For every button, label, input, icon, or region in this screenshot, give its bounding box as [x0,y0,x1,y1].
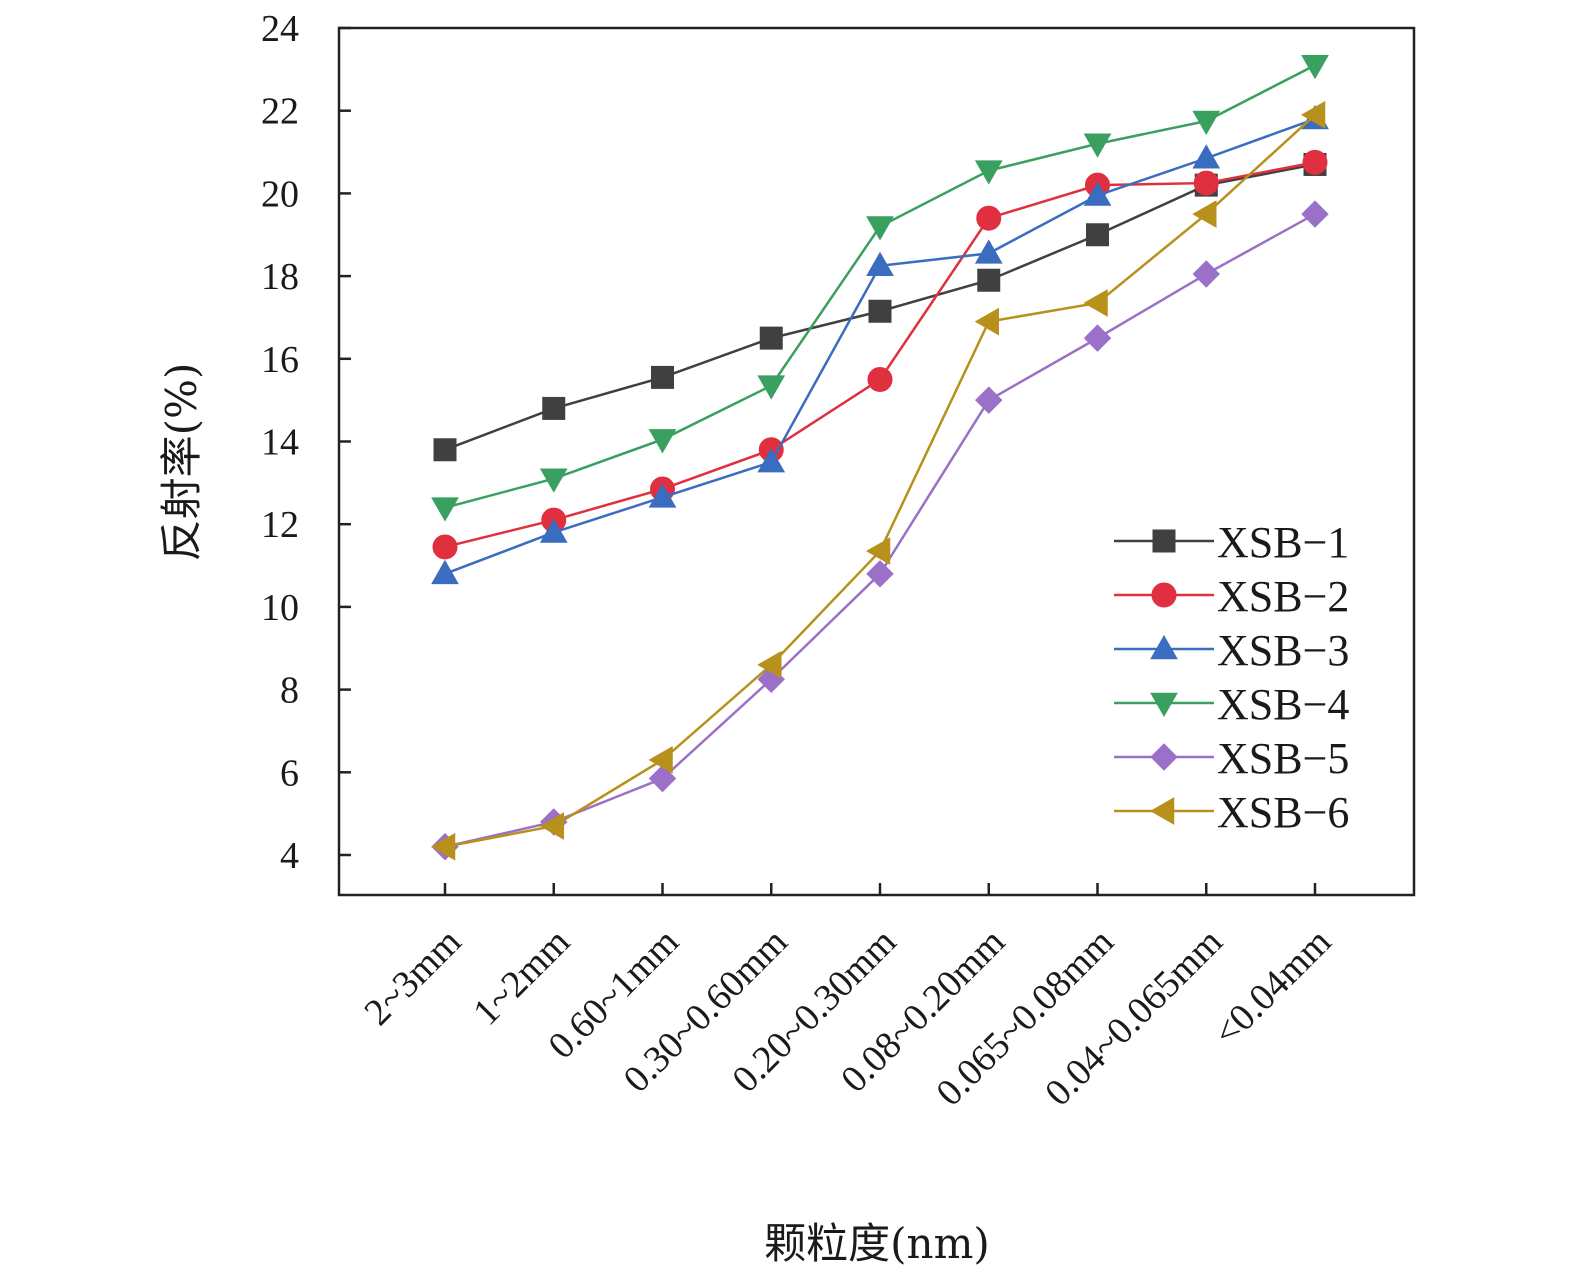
data-point [974,307,999,336]
data-point [1083,324,1112,352]
data-point [1083,181,1112,206]
legend-marker [1150,743,1178,771]
data-point [757,375,786,400]
data-point [430,832,456,861]
data-point [974,160,1003,185]
legend-item: XSB−4 [1114,680,1349,729]
data-point [542,396,566,420]
data-point [868,299,892,323]
data-point [1083,289,1108,317]
y-tick-label: 20 [261,173,299,215]
data-point [539,468,568,493]
x-tick-label: 2~3mm [356,921,469,1034]
data-point [866,251,894,277]
legend-item: XSB−1 [1114,518,1349,567]
data-point [1083,133,1112,158]
data-point [1301,54,1329,80]
data-point [1192,144,1221,169]
legend-item: XSB−5 [1114,734,1349,783]
legend-label: XSB−4 [1217,680,1349,729]
y-tick-label: 16 [261,339,299,381]
data-point [976,205,1002,231]
y-tick-label: 22 [261,91,299,133]
y-tick-label: 4 [280,835,299,877]
data-point [648,746,673,774]
data-point [431,559,459,585]
plot-area [337,26,1416,897]
data-point [1302,149,1328,175]
data-point [539,812,564,840]
legend-marker [1149,797,1175,825]
series-3 [431,104,1329,585]
series-1 [433,152,1327,462]
legend-marker [1150,692,1178,718]
data-point [1192,200,1217,228]
series-2 [432,149,1328,560]
legend-item: XSB−6 [1114,788,1349,837]
data-point [759,326,783,350]
series-line [444,117,1316,575]
series-5 [431,200,1329,861]
data-point [431,497,459,522]
y-tick-label: 6 [280,752,299,794]
data-point [975,386,1003,414]
series-6 [430,100,1326,861]
y-axis: 4 6 8 10 12 14 16 18 20 22 24 [261,8,351,877]
data-point [1192,260,1220,288]
data-point [1192,110,1221,136]
legend-item: XSB−3 [1114,626,1349,675]
y-tick-label: 10 [261,587,299,629]
legend-marker [1151,582,1177,608]
data-point [648,764,677,793]
legend-marker [1150,634,1178,660]
legend-marker [1152,529,1176,553]
y-tick-label: 12 [261,504,299,546]
y-tick-label: 14 [261,422,299,464]
data-point [1193,170,1219,196]
legend: XSB−1 XSB−2 XSB−3 XSB−4 XSB−5 XSB−6 [1114,518,1349,837]
x-axis: 2~3mm1~2mm0.60~1mm0.30~0.60mm0.20~0.30mm… [356,883,1339,1114]
y-tick-label: 8 [280,670,299,712]
legend-item: XSB−2 [1114,572,1349,621]
legend-label: XSB−3 [1217,626,1349,675]
data-point [757,650,782,679]
legend-label: XSB−1 [1217,518,1349,567]
series-4 [431,54,1329,522]
data-point [539,518,568,543]
data-point [865,537,891,565]
y-axis-title: 反射率(%) [157,363,206,562]
data-point [866,560,894,588]
y-tick-label: 18 [261,256,299,298]
legend-label: XSB−5 [1217,734,1349,783]
data-point [1086,223,1109,247]
data-point [866,216,894,241]
x-axis-title: 颗粒度(nm) [764,1219,990,1268]
data-point [1301,200,1329,228]
data-point [974,239,1003,264]
x-tick-label: <0.04mm [1206,921,1340,1055]
data-point [651,365,674,389]
legend-label: XSB−6 [1217,788,1349,837]
series-layer [430,54,1329,861]
data-point [648,429,677,454]
data-point [433,438,457,462]
data-point [757,448,786,473]
plot-frame [337,26,1416,897]
data-point [648,483,677,508]
data-point [1300,100,1326,129]
data-point [432,534,458,560]
data-point [977,268,1001,292]
data-point [867,366,893,392]
legend-label: XSB−2 [1217,572,1349,621]
y-tick-label: 24 [261,8,299,50]
